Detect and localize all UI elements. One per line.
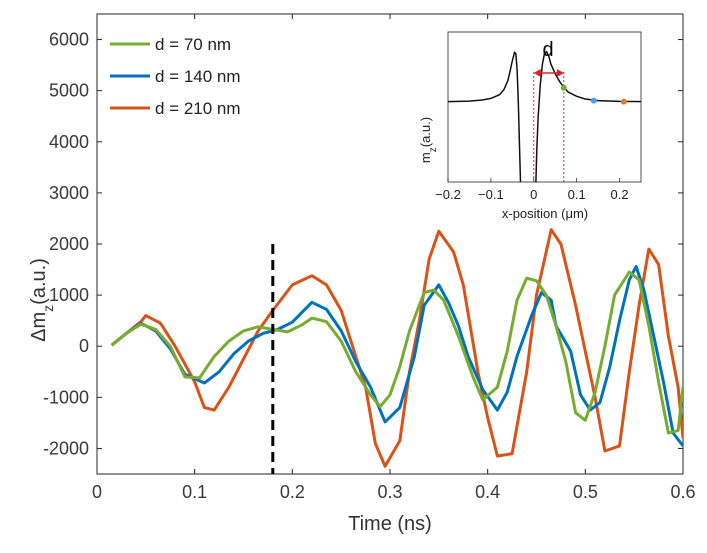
y-tick-label: 1000: [49, 285, 89, 305]
series-line-3: [110, 228, 683, 468]
y-axis-title: Δmz(a.u.): [28, 258, 56, 342]
x-tick-label: 0.3: [377, 482, 402, 502]
svg-text:mz(a.u.): mz(a.u.): [418, 117, 439, 163]
y-tick-label: 3000: [49, 183, 89, 203]
inset-bracket-arrow-right: [556, 69, 564, 77]
inset-x-tick-label: 0: [530, 187, 537, 202]
y-tick-label: -2000: [43, 438, 89, 458]
x-tick-label: 0: [92, 482, 102, 502]
inset-x-tick-label: −0.2: [435, 187, 461, 202]
inset-y-axis-title-sub: z: [428, 147, 439, 152]
y-tick-label: 2000: [49, 234, 89, 254]
legend-label: d = 210 nm: [155, 99, 241, 118]
inset-x-axis-title: x-position (μm): [502, 206, 588, 221]
inset-y-axis-title: mz(a.u.): [418, 117, 439, 163]
x-tick-label: 0.5: [573, 482, 598, 502]
y-axis-ticks: -2000 -1000 0 1000 2000 3000 4000 5000 6000: [43, 30, 683, 458]
inset-marker: [560, 84, 567, 91]
legend: d = 70 nm d = 140 nm d = 210 nm: [110, 35, 241, 118]
x-tick-label: 0.6: [670, 482, 695, 502]
y-tick-label: 4000: [49, 132, 89, 152]
inset-x-tick-label: 0.1: [568, 187, 586, 202]
y-axis-title-unit: (a.u.): [28, 258, 50, 305]
inset-d-annotation: d: [542, 39, 553, 61]
y-axis-title-sub: z: [40, 305, 56, 312]
x-axis-ticks: 0 0.1 0.2 0.3 0.4 0.5 0.6: [92, 14, 696, 502]
x-tick-label: 0.1: [182, 482, 207, 502]
inset-x-tick-label: −0.1: [478, 187, 504, 202]
inset-chart: −0.2 −0.1 0 0.1 0.2 x-position (μm) mz(a.u.)…: [418, 31, 642, 221]
inset-profile-left: [448, 51, 522, 182]
series-line-2: [110, 265, 683, 447]
y-tick-label: 0: [79, 336, 89, 356]
inset-y-axis-title-base: m: [418, 152, 433, 163]
y-tick-label: -1000: [43, 387, 89, 407]
inset-x-tick-label: 0.2: [611, 187, 629, 202]
svg-text:Δmz(a.u.): Δmz(a.u.): [28, 258, 56, 342]
x-tick-label: 0.4: [475, 482, 500, 502]
x-axis-title: Time (ns): [348, 513, 432, 535]
inset-content: −0.2 −0.1 0 0.1 0.2: [435, 50, 641, 202]
inset-profile-right: [535, 50, 641, 182]
y-axis-title-base: Δm: [28, 312, 50, 342]
inset-marker: [590, 97, 597, 104]
inset-bracket-arrow-left: [533, 69, 541, 77]
inset-marker: [620, 98, 627, 105]
y-tick-label: 6000: [49, 30, 89, 50]
series-line-1: [110, 270, 683, 435]
inset-y-axis-title-unit: (a.u.): [418, 117, 433, 147]
legend-label: d = 70 nm: [155, 35, 231, 54]
x-tick-label: 0.2: [280, 482, 305, 502]
y-tick-label: 5000: [49, 81, 89, 101]
series-layer: [110, 228, 683, 468]
legend-label: d = 140 nm: [155, 67, 241, 86]
